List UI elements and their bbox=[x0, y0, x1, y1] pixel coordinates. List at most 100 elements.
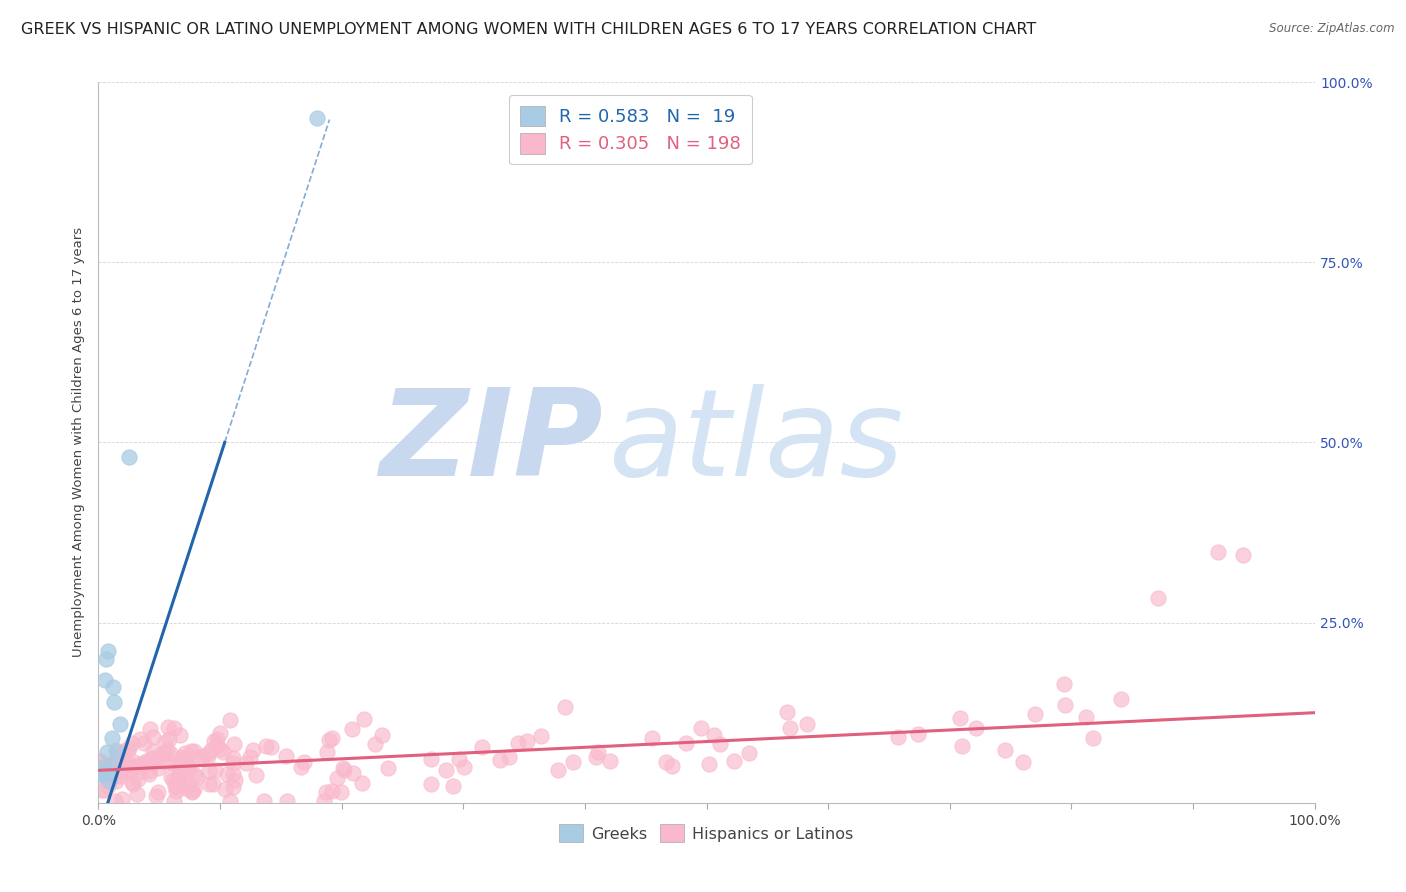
Point bbox=[115, 757, 138, 772]
Point bbox=[127, 758, 149, 772]
Point bbox=[489, 753, 512, 767]
Point bbox=[377, 762, 399, 776]
Point bbox=[180, 784, 202, 798]
Point bbox=[950, 739, 973, 754]
Point bbox=[363, 737, 385, 751]
Point bbox=[166, 772, 188, 786]
Point bbox=[170, 749, 193, 764]
Point bbox=[104, 774, 127, 789]
Point bbox=[129, 732, 152, 747]
Point bbox=[111, 744, 134, 758]
Point bbox=[738, 746, 761, 760]
Point bbox=[1206, 545, 1229, 559]
Point bbox=[260, 739, 283, 754]
Point bbox=[118, 762, 141, 776]
Point bbox=[118, 756, 141, 771]
Point bbox=[332, 764, 354, 778]
Y-axis label: Unemployment Among Women with Children Ages 6 to 17 years: Unemployment Among Women with Children A… bbox=[72, 227, 86, 657]
Point bbox=[965, 721, 987, 735]
Point bbox=[253, 794, 276, 808]
Point bbox=[138, 764, 160, 779]
Point bbox=[239, 749, 262, 764]
Point bbox=[1024, 707, 1046, 722]
Point bbox=[471, 739, 494, 754]
Point bbox=[690, 721, 713, 735]
Point bbox=[180, 744, 202, 758]
Point bbox=[1011, 756, 1033, 770]
Point bbox=[89, 755, 111, 769]
Point bbox=[222, 737, 245, 751]
Point bbox=[165, 783, 187, 797]
Point bbox=[155, 755, 177, 769]
Point bbox=[709, 737, 731, 751]
Point bbox=[156, 720, 179, 734]
Point bbox=[204, 763, 226, 777]
Point bbox=[169, 772, 191, 787]
Point bbox=[641, 731, 664, 746]
Point bbox=[157, 731, 180, 746]
Point bbox=[90, 767, 112, 781]
Point bbox=[93, 673, 115, 688]
Text: ZIP: ZIP bbox=[380, 384, 603, 501]
Point bbox=[107, 756, 129, 771]
Point bbox=[186, 770, 208, 784]
Point bbox=[201, 776, 224, 790]
Point bbox=[122, 755, 145, 769]
Point bbox=[340, 722, 363, 736]
Point bbox=[307, 111, 329, 125]
Point bbox=[162, 721, 184, 735]
Point bbox=[97, 771, 120, 785]
Point bbox=[330, 785, 353, 799]
Point bbox=[105, 745, 128, 759]
Point bbox=[101, 765, 124, 780]
Point bbox=[353, 712, 375, 726]
Point bbox=[498, 749, 520, 764]
Point bbox=[449, 752, 471, 766]
Point bbox=[209, 742, 232, 756]
Point bbox=[211, 745, 233, 759]
Point bbox=[242, 743, 264, 757]
Point bbox=[554, 699, 576, 714]
Point bbox=[159, 746, 181, 760]
Point bbox=[149, 747, 172, 761]
Point bbox=[222, 756, 245, 770]
Point bbox=[191, 750, 214, 764]
Point bbox=[135, 754, 157, 768]
Point bbox=[176, 752, 198, 766]
Point bbox=[166, 779, 188, 793]
Point bbox=[699, 757, 721, 772]
Point bbox=[127, 787, 149, 801]
Point bbox=[165, 779, 187, 793]
Point bbox=[96, 767, 118, 781]
Point bbox=[170, 752, 193, 766]
Point bbox=[97, 779, 120, 793]
Point bbox=[94, 756, 117, 771]
Point bbox=[198, 776, 221, 790]
Point bbox=[994, 743, 1017, 757]
Point bbox=[723, 755, 745, 769]
Point bbox=[93, 767, 115, 781]
Point bbox=[100, 760, 122, 774]
Point bbox=[321, 784, 343, 798]
Point bbox=[530, 729, 553, 743]
Point bbox=[1232, 548, 1254, 562]
Point bbox=[214, 782, 236, 797]
Point bbox=[453, 760, 475, 774]
Point bbox=[142, 744, 165, 758]
Point bbox=[131, 757, 153, 772]
Point bbox=[274, 748, 297, 763]
Point bbox=[949, 711, 972, 725]
Point bbox=[654, 755, 676, 769]
Point bbox=[101, 758, 124, 772]
Point bbox=[796, 716, 818, 731]
Point bbox=[183, 744, 205, 758]
Point bbox=[342, 766, 364, 780]
Point bbox=[160, 756, 183, 771]
Point bbox=[315, 785, 337, 799]
Point bbox=[703, 728, 725, 742]
Point bbox=[96, 764, 118, 779]
Point bbox=[96, 745, 118, 759]
Point bbox=[136, 755, 159, 769]
Point bbox=[197, 764, 219, 778]
Point bbox=[195, 747, 218, 761]
